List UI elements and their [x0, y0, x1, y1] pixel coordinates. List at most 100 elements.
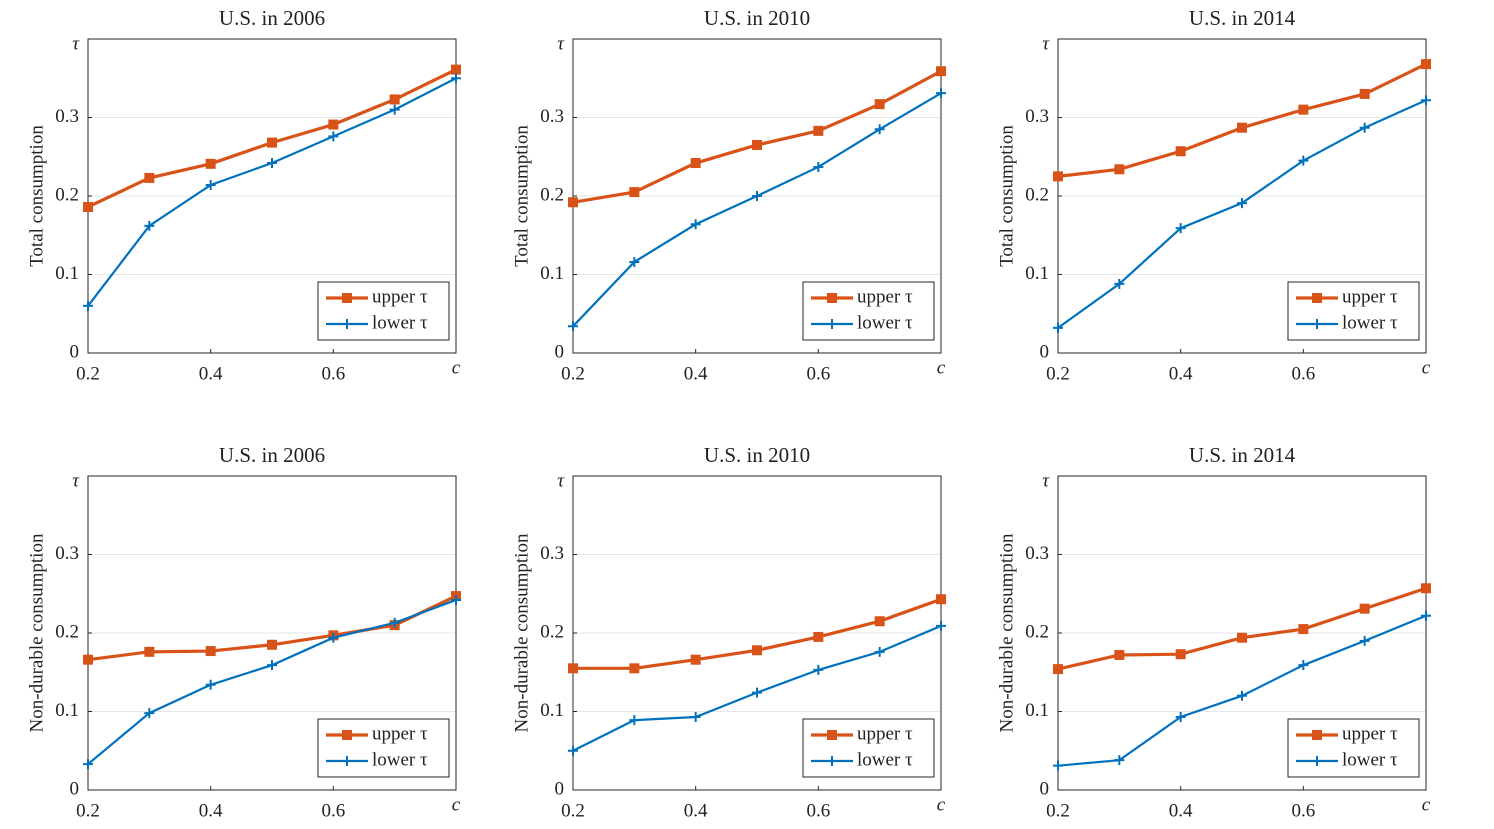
chart-title: U.S. in 2010 [704, 443, 810, 467]
plot-frame [1057, 38, 1427, 354]
data-point [205, 180, 216, 191]
x-tick-label: c [937, 794, 946, 815]
legend-label: lower τ [857, 312, 913, 333]
data-point [568, 745, 578, 756]
data-point [267, 660, 277, 671]
chart-panel: U.S. in 2014 Total consumption 0 0.1 0.2 0.3 τ… [996, 6, 1431, 384]
x-tick-label: 0.6 [1291, 363, 1315, 384]
data-point [1114, 164, 1125, 175]
y-tick-label: 0.3 [55, 543, 79, 564]
data-point [451, 595, 461, 606]
data-point [629, 715, 640, 726]
data-point [690, 654, 701, 665]
y-axis-label: Non-durable consumption [511, 533, 532, 732]
legend-box [317, 718, 450, 778]
y-axis-label: Total consumption [996, 125, 1017, 267]
data-point [205, 646, 216, 657]
legend-marker [342, 730, 352, 740]
series-line [572, 69, 942, 204]
y-tick-label: 0.2 [55, 621, 79, 642]
data-point [1359, 122, 1370, 133]
legend-box [802, 718, 935, 778]
data-point [690, 219, 701, 230]
legend-label: upper τ [1342, 723, 1398, 744]
legend-marker [827, 319, 837, 329]
data-point [1175, 711, 1186, 722]
legend-box [1287, 718, 1420, 778]
data-point [936, 620, 946, 631]
data-point [936, 66, 946, 77]
x-tick-label: 0.4 [1169, 363, 1193, 384]
data-point [629, 663, 640, 674]
y-tick-label: 0.1 [540, 700, 564, 721]
legend-marker [1312, 293, 1322, 303]
legend-box [317, 281, 450, 341]
data-point [1175, 649, 1186, 660]
y-axis-label: Non-durable consumption [26, 533, 47, 732]
data-point [1053, 664, 1063, 675]
data-point [1175, 146, 1186, 157]
y-tick-label: 0 [555, 341, 565, 362]
y-tick-label: 0.3 [1025, 543, 1049, 564]
data-point [144, 646, 155, 657]
data-point [389, 94, 400, 105]
data-point [328, 131, 339, 142]
data-point [389, 104, 400, 115]
x-tick-label: 0.6 [321, 363, 345, 384]
data-point [205, 158, 216, 169]
data-point [328, 632, 339, 643]
data-point [1298, 104, 1309, 115]
legend-label: upper τ [372, 723, 428, 744]
y-tick-label: 0.2 [540, 621, 564, 642]
legend-box [802, 281, 935, 341]
legend-marker [827, 293, 837, 303]
data-point [1298, 155, 1309, 166]
chart-panel: U.S. in 2010 Non-durable consumption 0 0.1 0… [511, 443, 946, 821]
data-point [568, 197, 578, 208]
x-tick-label: 0.6 [806, 800, 830, 821]
y-tick-label: τ [557, 470, 565, 491]
data-point [1114, 755, 1125, 766]
data-point [1421, 583, 1431, 594]
x-tick-label: 0.2 [1046, 800, 1070, 821]
data-point [690, 711, 701, 722]
data-point [1053, 322, 1063, 333]
data-point [629, 256, 640, 267]
series-line [87, 594, 457, 662]
y-tick-label: 0.1 [55, 263, 79, 284]
plot-frame [87, 475, 457, 791]
y-tick-label: 0 [1040, 778, 1050, 799]
series-line [87, 77, 457, 307]
x-tick-label: c [1422, 357, 1431, 378]
legend-label: upper τ [857, 723, 913, 744]
data-point [813, 631, 824, 642]
legend-label: upper τ [372, 286, 428, 307]
chart-panel: U.S. in 2010 Total consumption 0 0.1 0.2 0.3 τ… [511, 6, 946, 384]
data-point [205, 679, 216, 690]
legend-box [1287, 281, 1420, 341]
data-point [1421, 59, 1431, 70]
legend-marker [827, 756, 837, 766]
data-point [690, 158, 701, 169]
x-tick-label: 0.4 [684, 363, 708, 384]
chart-panel: U.S. in 2006 Total consumption 0 0.1 0.2 0.3 τ… [26, 6, 461, 384]
data-point [568, 321, 578, 332]
chart-panel: U.S. in 2006 Non-durable consumption 0 0.1 0… [26, 443, 461, 821]
y-tick-label: 0.2 [1025, 621, 1049, 642]
legend-label: upper τ [1342, 286, 1398, 307]
legend-marker [1312, 730, 1322, 740]
data-point [267, 639, 277, 650]
data-point [874, 124, 885, 135]
y-tick-label: τ [1042, 33, 1050, 54]
legend-marker [342, 319, 352, 329]
chart-panel: U.S. in 2014 Non-durable consumption 0 0.1 0… [996, 443, 1431, 821]
x-tick-label: 0.2 [561, 800, 585, 821]
data-point [1053, 760, 1063, 771]
legend-label: lower τ [1342, 312, 1398, 333]
x-tick-label: c [452, 357, 461, 378]
x-tick-label: 0.6 [806, 363, 830, 384]
data-point [1175, 223, 1186, 234]
data-point [1298, 624, 1309, 635]
data-point [1359, 603, 1370, 614]
y-tick-label: 0.3 [1025, 106, 1049, 127]
